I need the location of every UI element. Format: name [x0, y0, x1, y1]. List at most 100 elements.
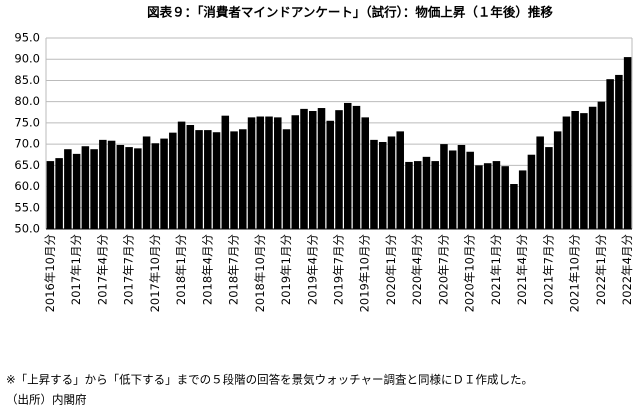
x-tick-label: 2021年7月分: [541, 234, 555, 306]
bar: [378, 141, 387, 229]
footnote: ※「上昇する」から「低下する」までの５段階の回答を景気ウォッチャー調査と同様にＤ…: [6, 373, 533, 387]
x-tick-label: 2019年10月分: [358, 234, 372, 313]
bar: [274, 117, 282, 229]
bar: [125, 147, 133, 229]
bar: [204, 130, 212, 229]
bar: [562, 116, 571, 229]
bar: [413, 161, 422, 229]
bar: [81, 146, 90, 229]
bar: [361, 117, 369, 229]
y-tick-label: 50.0: [14, 222, 40, 236]
bar: [230, 131, 238, 229]
bar: [239, 129, 247, 229]
x-tick-label: 2022年1月分: [594, 234, 608, 306]
bar: [186, 125, 195, 229]
x-tick-label: 2018年4月分: [200, 234, 214, 306]
bar: [387, 136, 396, 229]
bar: [352, 105, 361, 229]
x-tick-label: 2017年7月分: [122, 234, 136, 306]
bar: [545, 147, 553, 229]
bar: [177, 121, 186, 229]
x-tick-label: 2016年10月分: [43, 234, 57, 313]
bar: [46, 161, 55, 229]
bar: [370, 139, 378, 229]
bar: [221, 115, 230, 229]
bar: [457, 144, 466, 229]
bar: [475, 165, 483, 229]
bar: [597, 101, 606, 229]
x-tick-label: 2018年10月分: [253, 234, 267, 313]
bar: [518, 170, 527, 229]
y-tick-label: 75.0: [14, 115, 40, 129]
x-tick-label: 2020年10月分: [463, 234, 477, 313]
bar: [405, 161, 413, 229]
x-tick-label: 2021年4月分: [515, 234, 529, 306]
bar: [440, 144, 448, 229]
bar: [134, 148, 142, 229]
x-tick-label: 2017年4月分: [95, 234, 109, 306]
bar: [623, 57, 632, 229]
bar: [55, 158, 63, 229]
bar: [335, 110, 343, 229]
bar: [107, 140, 116, 229]
bar: [282, 129, 291, 229]
bar: [580, 113, 588, 229]
x-tick-label: 2017年1月分: [69, 234, 83, 306]
bar: [431, 161, 439, 229]
chart-title: 図表９：「消費者マインドアンケート」（試行）：物価上昇（１年後）推移: [147, 5, 553, 20]
bar: [116, 144, 125, 229]
bar: [309, 111, 317, 229]
bar: [317, 108, 326, 229]
y-tick-label: 70.0: [14, 137, 40, 151]
bar: [588, 106, 597, 229]
y-tick-label: 85.0: [14, 73, 40, 87]
y-tick-label: 60.0: [14, 179, 40, 193]
bar: [160, 138, 168, 229]
bar: [256, 116, 265, 229]
bar: [169, 132, 177, 229]
y-tick-label: 90.0: [14, 52, 40, 66]
source: （出所）内閣府: [6, 393, 87, 407]
x-tick-label: 2017年10月分: [148, 234, 162, 313]
x-tick-label: 2019年7月分: [332, 234, 346, 306]
bar: [615, 74, 623, 229]
bar: [448, 150, 457, 229]
y-tick-label: 65.0: [14, 158, 40, 172]
bar: [212, 132, 221, 229]
bar: [72, 153, 81, 229]
y-tick-label: 55.0: [14, 200, 40, 214]
bar: [265, 116, 273, 229]
bar: [90, 149, 98, 229]
bar: [326, 120, 335, 229]
bar: [492, 161, 501, 229]
bar: [606, 79, 614, 229]
bar: [536, 136, 544, 229]
bar: [300, 108, 308, 229]
x-tick-label: 2021年10月分: [568, 234, 582, 313]
bar: [527, 154, 536, 229]
x-tick-label: 2020年4月分: [410, 234, 424, 306]
bar: [466, 151, 474, 229]
bar: [553, 131, 562, 229]
bar: [396, 131, 404, 229]
x-tick-label: 2019年1月分: [279, 234, 293, 306]
bar: [142, 136, 151, 229]
bar: [99, 139, 107, 229]
bar: [151, 143, 160, 229]
x-tick-label: 2019年4月分: [305, 234, 319, 306]
bar: [483, 163, 492, 229]
bar: [247, 117, 256, 229]
bar: [501, 166, 509, 229]
bar: [510, 184, 518, 229]
bar: [422, 156, 431, 229]
bar: [195, 130, 203, 229]
x-tick-label: 2018年1月分: [174, 234, 188, 306]
bar: [571, 111, 579, 229]
x-tick-label: 2018年7月分: [227, 234, 241, 306]
x-tick-label: 2021年1月分: [489, 234, 503, 306]
bar: [64, 149, 72, 229]
y-tick-label: 95.0: [14, 31, 40, 45]
x-tick-label: 2020年7月分: [436, 234, 450, 306]
y-tick-label: 80.0: [14, 94, 40, 108]
